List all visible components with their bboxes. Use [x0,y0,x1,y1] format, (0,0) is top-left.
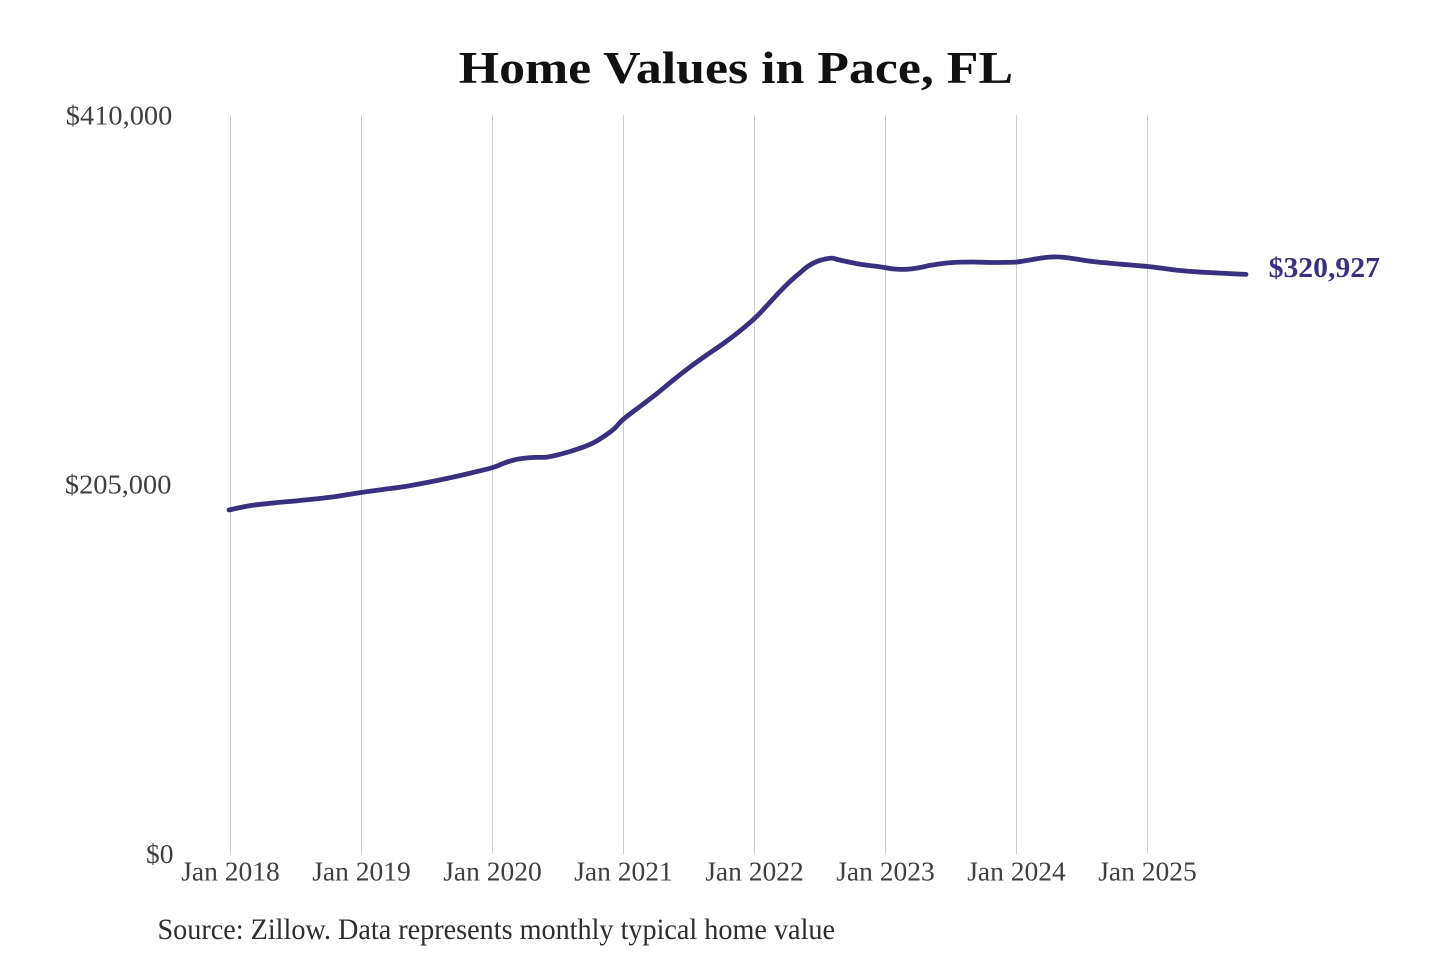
svg-text:Jan 2021: Jan 2021 [574,856,673,887]
svg-text:Source: Zillow. Data represent: Source: Zillow. Data represents monthly … [158,913,836,946]
svg-text:Jan 2025: Jan 2025 [1098,856,1197,887]
svg-text:$410,000: $410,000 [66,99,173,130]
svg-text:Jan 2019: Jan 2019 [312,856,411,887]
svg-text:$0: $0 [146,838,174,869]
svg-text:Jan 2020: Jan 2020 [443,856,542,887]
svg-text:Home Values in Pace, FL: Home Values in Pace, FL [459,43,1013,93]
svg-text:Jan 2024: Jan 2024 [967,856,1066,887]
svg-text:Jan 2022: Jan 2022 [705,856,804,887]
svg-text:Jan 2023: Jan 2023 [836,856,935,887]
svg-text:$320,927: $320,927 [1269,252,1380,284]
svg-text:Jan 2018: Jan 2018 [181,856,280,887]
svg-text:$205,000: $205,000 [65,469,171,500]
